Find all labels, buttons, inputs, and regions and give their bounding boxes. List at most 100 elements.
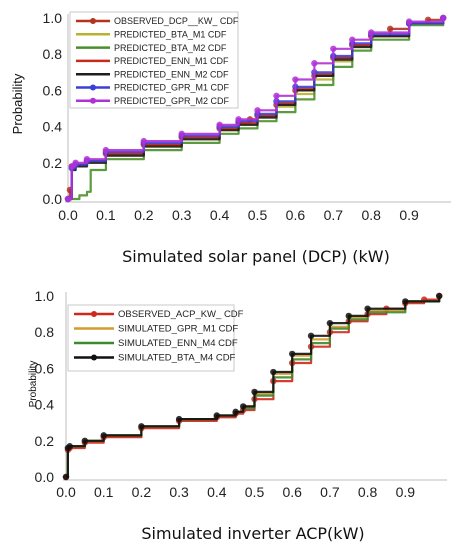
y-tick-label: 0.4	[43, 119, 63, 135]
series-point-4	[307, 332, 315, 340]
series-line-3	[68, 18, 445, 201]
series-point-7	[140, 137, 147, 145]
legend-label: PREDICTED_GPR_M1 CDF	[114, 83, 230, 93]
series-point-7	[405, 18, 413, 25]
series-point-4	[270, 368, 277, 376]
legend-label: SIMULATED_ENN_M4 CDF	[118, 338, 238, 349]
legend-label: OBSERVED_DCP__KW_ CDF	[114, 16, 239, 26]
x-tick-label: 0.1	[94, 484, 114, 500]
y-tick-label: 0.0	[35, 469, 55, 485]
series-point-4	[436, 292, 443, 300]
series-point-7	[178, 130, 185, 138]
series-point-7	[292, 76, 299, 83]
chart-1-x-ticks: 0.0 0.1 0.2 0.3 0.4 0.5 0.6 0.7 0.8 0.9	[58, 207, 419, 223]
legend-marker	[90, 97, 96, 104]
legend-label: PREDICTED_BTA_M2 CDF	[114, 43, 227, 53]
x-tick-label: 0.0	[56, 484, 76, 500]
chart-1: 0.0 0.2 0.4 0.6 0.8 1.0 0.0 0.1 0.2 0.3 0.4 0.5 0.6…	[10, 10, 451, 266]
y-tick-label: 0.4	[35, 397, 55, 413]
x-tick-label: 0.4	[207, 484, 227, 500]
chart-1-series	[64, 14, 447, 203]
series-point-7	[330, 45, 337, 52]
x-tick-label: 0.3	[172, 207, 192, 223]
chart-2-y-ticks: 0.0 0.2 0.4 0.6 0.8 1.0	[35, 288, 55, 485]
series-point-4	[100, 432, 107, 439]
chart-2-x-axis-label: Simulated inverter ACP(kW)	[141, 524, 364, 543]
x-tick-label: 0.7	[320, 484, 340, 500]
x-tick-label: 0.2	[132, 484, 152, 500]
series-point-4	[364, 305, 371, 312]
legend-label: SIMULATED_BTA_M4 CDF	[118, 353, 236, 364]
y-tick-label: 0.8	[35, 324, 55, 340]
series-point-4	[62, 473, 70, 481]
series-point-7	[102, 146, 110, 154]
legend-label: SIMULATED_GPR_M1 CDF	[118, 324, 238, 335]
y-tick-label: 1.0	[35, 288, 55, 304]
series-point-7	[64, 195, 72, 203]
y-tick-label: 0.6	[35, 360, 55, 376]
series-point-7	[349, 36, 356, 43]
legend-label: PREDICTED_ENN_M2 CDF	[114, 69, 229, 79]
y-tick-label: 0.2	[35, 433, 55, 449]
x-tick-label: 0.6	[282, 484, 302, 500]
y-tick-label: 0.6	[43, 82, 63, 98]
x-tick-label: 0.0	[58, 207, 78, 223]
x-tick-label: 0.9	[396, 484, 416, 500]
series-point-7	[72, 159, 79, 166]
legend-marker	[90, 18, 96, 24]
legend-label: PREDICTED_BTA_M1 CDF	[114, 30, 227, 40]
series-point-1	[386, 25, 394, 33]
chart-1-y-axis-label: Probability	[10, 73, 25, 134]
x-tick-label: 0.9	[399, 207, 419, 223]
chart-1-y-ticks: 0.0 0.2 0.4 0.6 0.8 1.0	[43, 10, 63, 207]
legend-marker	[90, 84, 96, 91]
series-point-4	[326, 319, 334, 327]
x-tick-label: 0.8	[361, 207, 381, 223]
x-tick-label: 0.4	[210, 207, 230, 223]
legend-label: PREDICTED_ENN_M1 CDF	[114, 56, 229, 66]
y-tick-label: 0.0	[43, 191, 63, 207]
series-point-4	[213, 412, 220, 419]
series-point-4	[239, 403, 247, 410]
legend-label: PREDICTED_GPR_M2 CDF	[114, 96, 230, 106]
chart-1-x-axis-label: Simulated solar panel (DCP) (kW)	[122, 247, 390, 266]
chart-1-frame	[65, 14, 451, 203]
series-point-4	[138, 423, 145, 430]
series-point-4	[232, 408, 239, 416]
series-point-7	[311, 60, 318, 67]
series-point-4	[66, 443, 73, 450]
x-tick-label: 0.5	[248, 207, 268, 223]
chart-2-x-ticks: 0.0 0.1 0.2 0.3 0.4 0.5 0.6 0.7 0.8 0.9	[56, 484, 415, 500]
chart-2: 0.0 0.2 0.4 0.6 0.8 1.0 0.0 0.1 0.2 0.3 0.4 0.5 0.6…	[28, 288, 447, 543]
series-point-4	[175, 415, 183, 423]
legend-marker	[91, 354, 97, 361]
series-point-4	[402, 298, 409, 305]
x-tick-label: 0.2	[134, 207, 154, 223]
chart-2-series	[62, 292, 443, 481]
series-point-7	[440, 14, 447, 22]
series-point-4	[81, 437, 89, 444]
y-tick-label: 0.2	[43, 155, 63, 171]
series-point-7	[368, 29, 375, 36]
x-tick-label: 0.8	[358, 484, 378, 500]
x-tick-label: 0.3	[169, 484, 189, 500]
series-point-4	[345, 312, 352, 320]
y-tick-label: 1.0	[43, 10, 63, 26]
legend-marker	[91, 311, 97, 317]
x-tick-label: 0.6	[286, 207, 306, 223]
legend-label: OBSERVED_ACP_KW_ CDF	[118, 309, 244, 320]
series-point-7	[235, 116, 242, 123]
x-tick-label: 0.1	[96, 207, 116, 223]
series-point-4	[289, 350, 296, 358]
series-point-7	[216, 121, 223, 128]
series-point-7	[273, 92, 280, 100]
series-point-7	[254, 107, 261, 114]
series-point-7	[83, 155, 91, 163]
y-tick-label: 0.8	[43, 46, 63, 62]
chart-1-legend: OBSERVED_DCP__KW_ CDF PREDICTED_BTA_M1 CD…	[69, 11, 239, 109]
x-tick-label: 0.5	[245, 484, 265, 500]
x-tick-label: 0.7	[324, 207, 344, 223]
chart-2-legend: OBSERVED_ACP_KW_ CDF SIMULATED_GPR_M1 CDF…	[67, 304, 244, 372]
chart-2-y-axis-label: Probability	[28, 361, 39, 408]
